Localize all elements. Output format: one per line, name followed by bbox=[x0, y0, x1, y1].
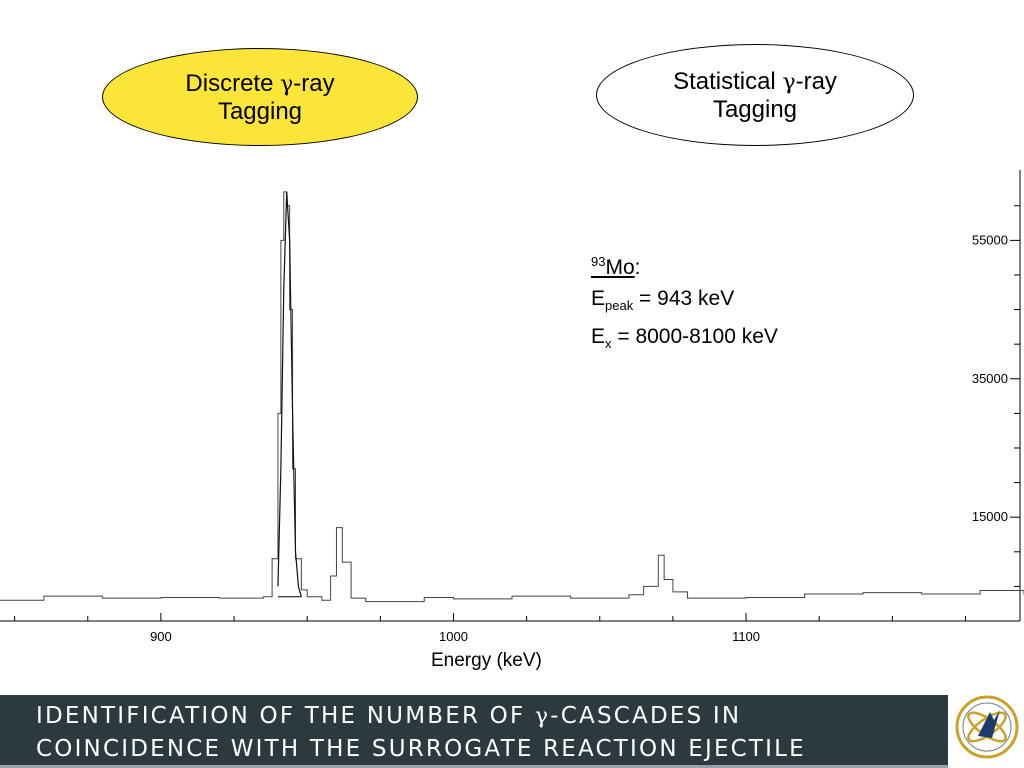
institution-logo-icon bbox=[955, 695, 1019, 759]
statistical-gamma-symbol: γ bbox=[782, 69, 796, 95]
discrete-tag-line1: Discrete γ-ray bbox=[185, 70, 334, 98]
plot-ticks: 900 1000 1100 15000 35000 55000 bbox=[14, 205, 1020, 644]
slide-title-line2: COINCIDENCE WITH THE SURROGATE REACTION … bbox=[36, 736, 806, 762]
statistical-gamma-tagging-ellipse: Statistical γ-ray Tagging bbox=[596, 44, 914, 146]
title-gamma-symbol: γ bbox=[534, 704, 551, 729]
logo-nucleus bbox=[984, 724, 990, 730]
ex-value: = 8000-8100 keV bbox=[611, 325, 778, 349]
title-suffix: -CASCADES IN bbox=[550, 703, 742, 729]
spectrum-series-1 bbox=[0, 191, 1024, 603]
gamma-spectrum-plot: 900 1000 1100 15000 35000 55000 bbox=[0, 170, 1024, 644]
discrete-tag-suffix: -ray bbox=[293, 69, 335, 97]
statistical-tag-line1: Statistical γ-ray bbox=[673, 68, 837, 96]
y-tick-label: 35000 bbox=[972, 371, 1008, 386]
statistical-tag-suffix: -ray bbox=[795, 67, 837, 95]
discrete-tag-prefix: Discrete bbox=[185, 69, 281, 97]
isotope-symbol: Mo bbox=[605, 256, 635, 279]
y-tick-label: 15000 bbox=[972, 509, 1008, 524]
title-prefix: IDENTIFICATION OF THE NUMBER OF bbox=[36, 703, 535, 729]
isotope-mass-number: 93 bbox=[591, 254, 606, 269]
discrete-gamma-tagging-ellipse: Discrete γ-ray Tagging bbox=[102, 48, 418, 146]
slide-title: IDENTIFICATION OF THE NUMBER OF γ-CASCAD… bbox=[36, 700, 806, 765]
ex-subscript: x bbox=[605, 336, 612, 352]
isotope-colon: : bbox=[634, 256, 641, 279]
logo-inner-ring bbox=[962, 702, 1012, 752]
epeak-subscript: peak bbox=[605, 298, 634, 314]
x-axis-label: Energy (keV) bbox=[431, 650, 542, 671]
plot-axes bbox=[0, 170, 1021, 622]
slide-title-line1: IDENTIFICATION OF THE NUMBER OF γ-CASCAD… bbox=[36, 700, 806, 733]
isotope-line: 93Mo: bbox=[591, 246, 778, 283]
footer-banner bbox=[0, 695, 948, 768]
x-tick-label: 1000 bbox=[439, 629, 468, 644]
epeak-line: Epeak = 943 keV bbox=[591, 283, 778, 321]
discrete-tag-line2: Tagging bbox=[217, 97, 303, 125]
statistical-tag-line2: Tagging bbox=[712, 95, 798, 123]
statistical-tag-prefix: Statistical bbox=[673, 67, 783, 95]
epeak-symbol: E bbox=[591, 287, 606, 310]
ex-line: Ex = 8000-8100 keV bbox=[591, 321, 778, 359]
epeak-value: = 943 keV bbox=[633, 287, 735, 310]
discrete-gamma-symbol: γ bbox=[280, 71, 294, 97]
y-tick-label: 55000 bbox=[972, 232, 1008, 247]
ex-symbol: E bbox=[591, 325, 606, 349]
isotope-label: 93Mo bbox=[591, 254, 635, 279]
footer-shadow bbox=[0, 765, 948, 768]
spectrum-series-2 bbox=[277, 191, 302, 597]
plot-series bbox=[0, 191, 1024, 603]
x-tick-label: 900 bbox=[150, 629, 172, 644]
isotope-annotation: 93Mo: Epeak = 943 keV Ex = 8000-8100 keV bbox=[591, 246, 778, 359]
x-tick-label: 1100 bbox=[732, 629, 760, 644]
logo-figure bbox=[978, 710, 1000, 738]
